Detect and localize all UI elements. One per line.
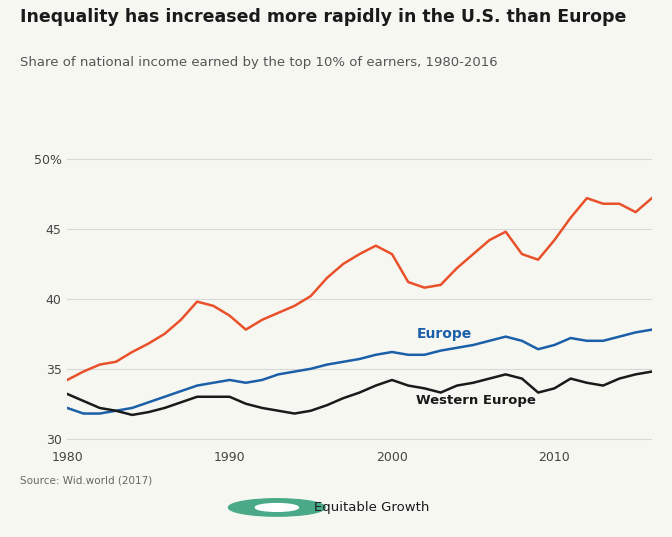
Text: Inequality has increased more rapidly in the U.S. than Europe: Inequality has increased more rapidly in… [20,8,626,26]
Circle shape [228,499,325,516]
Text: Europe: Europe [417,327,472,341]
Text: Equitable Growth: Equitable Growth [314,501,430,514]
Text: Source: Wid.world (2017): Source: Wid.world (2017) [20,475,153,485]
Circle shape [255,504,298,511]
Text: Share of national income earned by the top 10% of earners, 1980-2016: Share of national income earned by the t… [20,56,498,69]
Text: Western Europe: Western Europe [417,394,536,407]
